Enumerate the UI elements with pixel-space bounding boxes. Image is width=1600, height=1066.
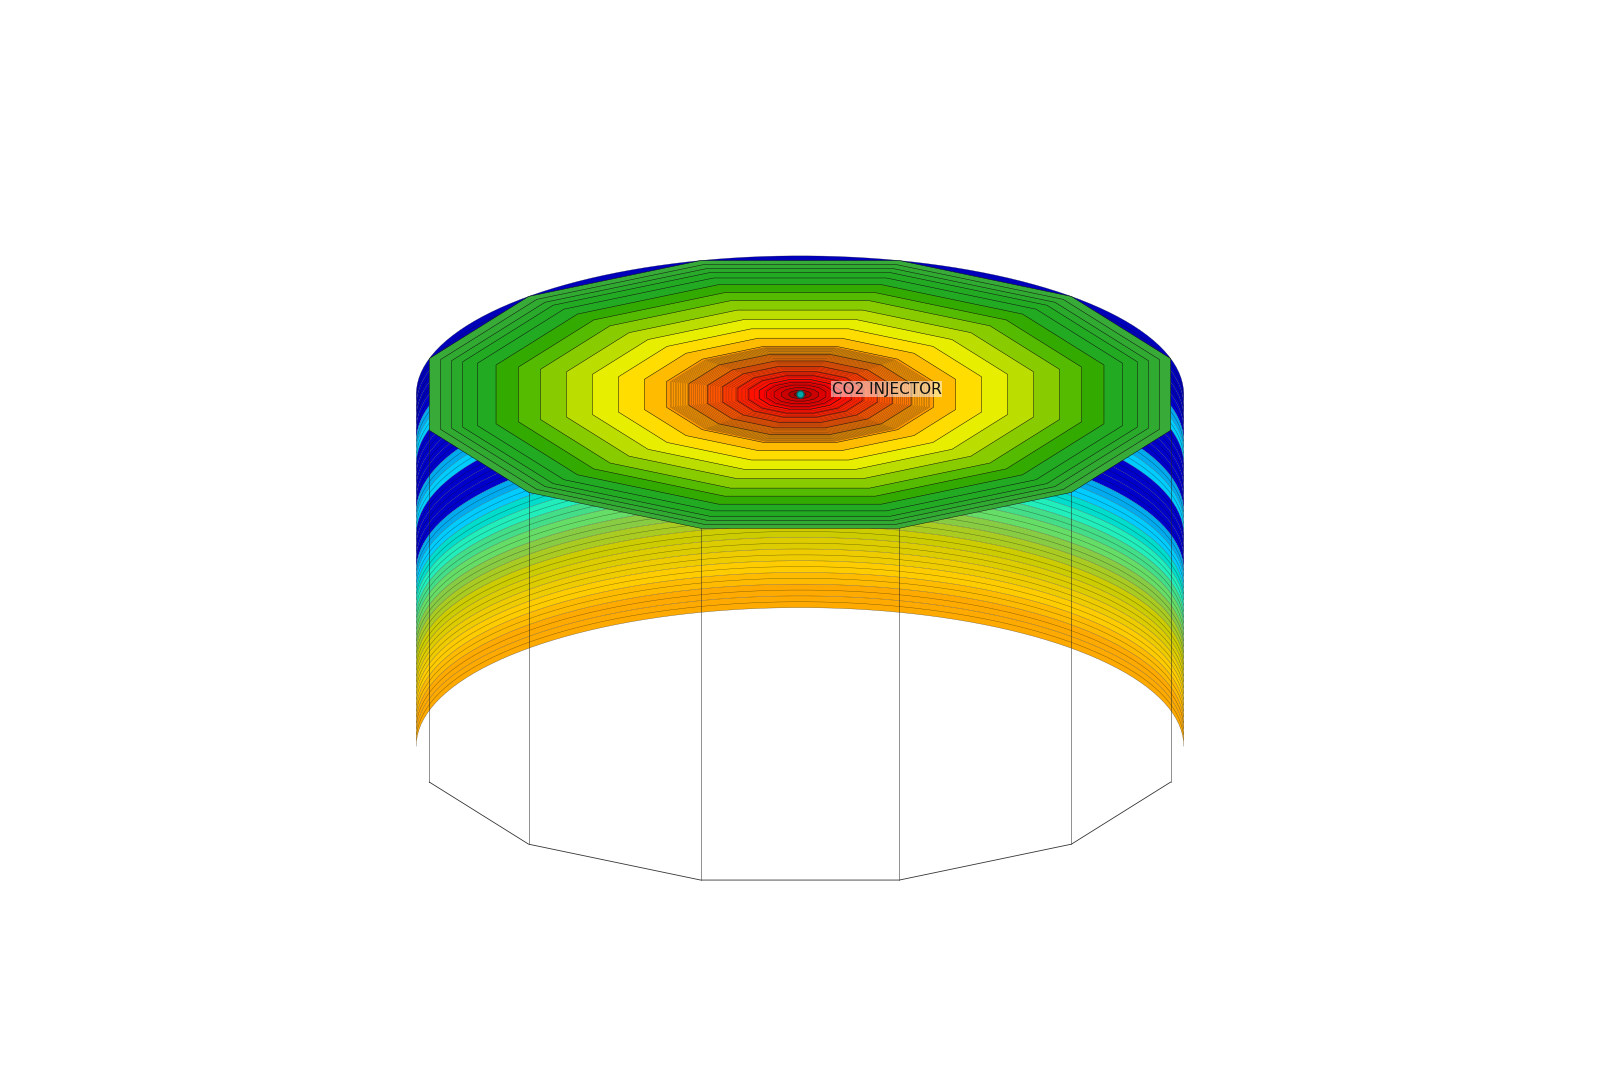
Polygon shape [416,502,1184,652]
Polygon shape [416,443,1184,594]
Polygon shape [477,278,1123,511]
Polygon shape [416,279,1184,430]
Polygon shape [440,264,1160,524]
Polygon shape [416,373,1184,523]
Polygon shape [760,379,840,409]
Polygon shape [416,326,1184,477]
Polygon shape [416,361,1184,512]
Polygon shape [416,526,1184,676]
Polygon shape [738,372,862,417]
Polygon shape [688,354,912,435]
Polygon shape [416,455,1184,605]
Polygon shape [766,383,834,406]
Polygon shape [416,420,1184,570]
Polygon shape [416,314,1184,465]
Text: CO2 INJECTOR: CO2 INJECTOR [832,382,942,397]
Polygon shape [749,375,851,414]
Polygon shape [416,514,1184,664]
Polygon shape [416,479,1184,629]
Polygon shape [518,293,1082,496]
Polygon shape [462,273,1138,516]
Polygon shape [451,269,1149,520]
Polygon shape [429,260,1171,529]
Polygon shape [416,432,1184,582]
Polygon shape [566,310,1034,479]
Polygon shape [774,385,826,404]
Polygon shape [416,350,1184,500]
Polygon shape [789,390,811,399]
Polygon shape [416,584,1184,734]
Polygon shape [781,388,819,401]
Polygon shape [416,490,1184,641]
Polygon shape [496,285,1104,504]
Polygon shape [416,537,1184,688]
Polygon shape [541,301,1059,488]
Polygon shape [618,328,982,461]
Polygon shape [416,408,1184,559]
Polygon shape [707,361,893,427]
Polygon shape [592,320,1008,469]
Polygon shape [416,596,1184,746]
Polygon shape [416,338,1184,488]
Polygon shape [416,385,1184,535]
Polygon shape [416,291,1184,441]
Polygon shape [645,338,955,451]
Polygon shape [416,561,1184,711]
Polygon shape [416,572,1184,723]
Polygon shape [667,346,933,442]
Polygon shape [416,397,1184,547]
Polygon shape [416,256,1184,406]
Polygon shape [416,268,1184,418]
Polygon shape [416,303,1184,453]
Polygon shape [416,467,1184,617]
Polygon shape [795,392,805,397]
Polygon shape [416,549,1184,699]
Polygon shape [722,367,878,422]
